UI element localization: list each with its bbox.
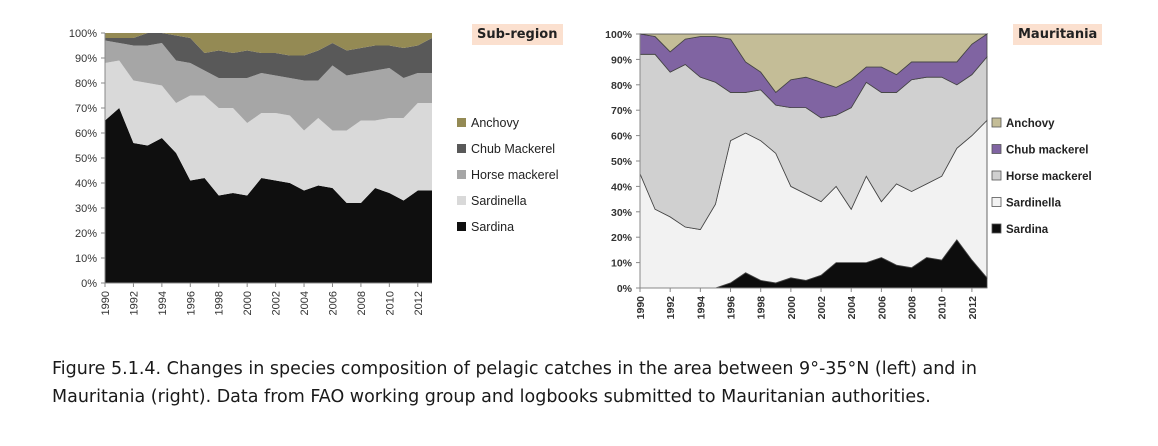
y-tick-label: 30% (75, 203, 97, 215)
y-tick-label: 20% (611, 232, 633, 244)
y-tick-label: 60% (75, 128, 97, 140)
y-tick-label: 60% (611, 131, 633, 143)
y-tick-label: 50% (75, 153, 97, 165)
x-tick-label: 2000 (242, 291, 254, 315)
x-tick-label: 2006 (327, 291, 339, 315)
legend-entry: Sardinella (471, 194, 527, 208)
caption-line-1: Figure 5.1.4. Changes in species composi… (52, 359, 977, 379)
figure-caption: Figure 5.1.4. Changes in species composi… (52, 355, 1112, 411)
legend-entry: Anchovy (471, 116, 520, 130)
area-anchovy (105, 33, 432, 56)
legend-entry: Sardinella (1006, 198, 1062, 210)
legend-swatch (991, 170, 1002, 181)
y-tick-label: 0% (81, 278, 97, 290)
legend-entry: Anchovy (1006, 118, 1055, 130)
x-tick-label: 1990 (100, 291, 112, 315)
x-tick-label: 2012 (967, 296, 979, 320)
y-tick-label: 70% (611, 105, 633, 117)
y-tick-label: 90% (75, 53, 97, 65)
x-tick-label: 2002 (271, 291, 283, 315)
y-tick-label: 70% (75, 103, 97, 115)
chart-mauritania: 0% 10% 20% 30% 40% 50% 60% 70% 80% 90% 100% 1990 199… (605, 29, 1092, 320)
y-tick-label: 10% (611, 258, 633, 270)
y-tick-label: 100% (69, 28, 97, 40)
legend-swatch (457, 144, 466, 153)
legend-entry: Chub mackerel (1006, 145, 1088, 157)
y-tick-label: 100% (605, 29, 633, 41)
legend-swatch (457, 222, 466, 231)
x-tick-label: 1996 (185, 291, 197, 315)
area-sardinella (105, 60, 432, 203)
x-tick-label: 2004 (299, 291, 311, 315)
y-tick-label: 10% (75, 253, 97, 265)
y-tick-label: 80% (611, 80, 633, 92)
y-tick-label: 50% (611, 156, 633, 168)
x-tick-label: 1994 (157, 291, 169, 315)
x-tick-label: 2010 (384, 291, 396, 315)
chart-subregion: 0% 10% 20% 30% 40% 50% 60% 70% 80% 90% 100% 1990 199… (69, 28, 559, 315)
chart-mauritania-title: Mauritania (1013, 24, 1103, 45)
x-tick-label: 2008 (907, 296, 919, 320)
legend-entry: Horse mackerel (1006, 171, 1092, 183)
legend-swatch (991, 144, 1002, 154)
y-tick-label: 80% (75, 78, 97, 90)
x-tick-label: 2002 (816, 296, 828, 320)
y-tick-label: 90% (611, 54, 633, 66)
x-tick-label: 2008 (356, 291, 368, 315)
legend-swatch (991, 117, 1002, 128)
y-tick-label: 30% (611, 207, 633, 219)
legend-swatch (457, 196, 466, 205)
legend-swatch (457, 118, 466, 127)
legend-swatch (457, 170, 466, 179)
caption-line-2: Mauritania (right). Data from FAO workin… (52, 387, 931, 407)
x-tick-label: 2012 (413, 291, 425, 315)
legend-entry: Sardina (471, 220, 514, 234)
y-tick-label: 0% (617, 283, 633, 295)
x-tick-label: 2004 (846, 296, 858, 320)
area-sardina (105, 108, 432, 283)
x-tick-label: 1998 (214, 291, 226, 315)
x-tick-label: 1998 (756, 296, 768, 320)
legend-entry: Chub Mackerel (471, 142, 555, 156)
legend-swatch (991, 197, 1002, 207)
y-tick-label: 40% (611, 181, 633, 193)
x-tick-label: 1990 (635, 296, 647, 320)
y-tick-label: 40% (75, 178, 97, 190)
legend-swatch (991, 223, 1002, 234)
x-tick-label: 1994 (695, 296, 707, 320)
x-tick-label: 2006 (876, 296, 888, 320)
chart-subregion-title: Sub-region (472, 24, 563, 45)
legend-entry: Horse mackerel (471, 168, 559, 182)
area-anchovy (639, 33, 989, 93)
area-horse-mackerel (105, 40, 432, 131)
legend-entry: Sardina (1006, 224, 1049, 236)
x-tick-label: 1996 (726, 296, 738, 320)
y-tick-label: 20% (75, 228, 97, 240)
area-chub-mackerel (105, 33, 432, 81)
x-tick-label: 1992 (128, 291, 140, 315)
x-tick-label: 2010 (937, 296, 949, 320)
x-tick-label: 2000 (786, 296, 798, 320)
x-tick-label: 1992 (665, 296, 677, 320)
